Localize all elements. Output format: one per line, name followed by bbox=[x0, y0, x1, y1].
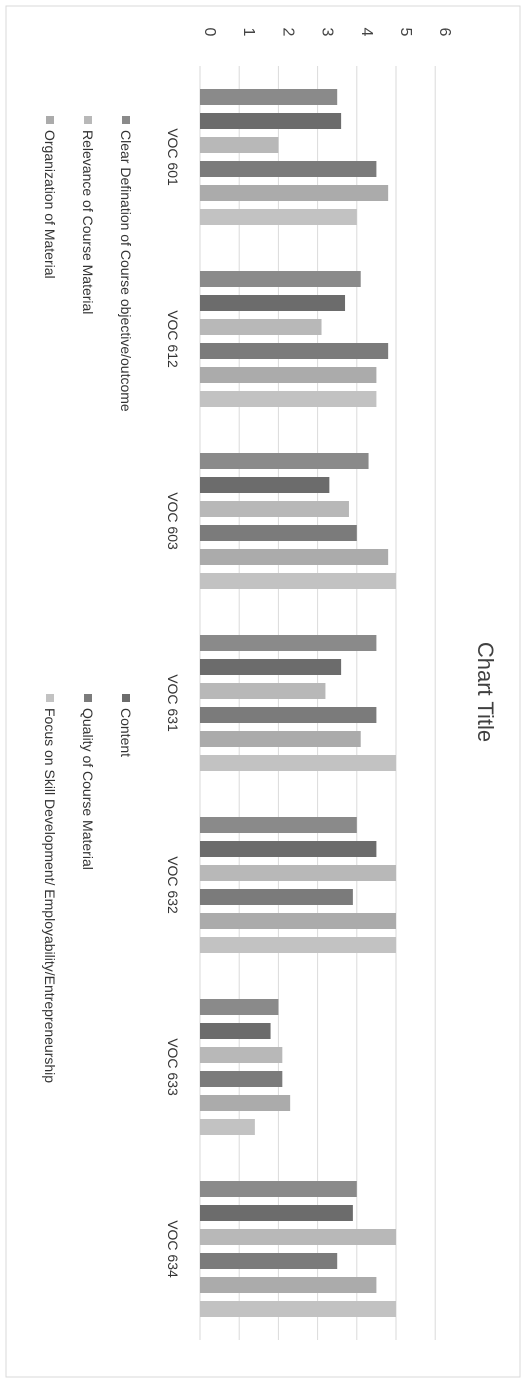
bar bbox=[200, 865, 396, 881]
bar bbox=[200, 1181, 357, 1197]
bar bbox=[200, 1277, 377, 1293]
bar bbox=[200, 525, 357, 541]
bar bbox=[200, 185, 389, 201]
bar bbox=[200, 889, 353, 905]
bar bbox=[200, 319, 322, 335]
legend-layer: Clear Defination of Course objective/out… bbox=[42, 116, 134, 1083]
bar bbox=[200, 1095, 291, 1111]
bar bbox=[200, 659, 342, 675]
bar bbox=[200, 841, 377, 857]
tick-layer: 0 1 2 3 4 5 6 bbox=[201, 28, 453, 37]
y-tick-label: 5 bbox=[397, 28, 414, 37]
bar bbox=[200, 367, 377, 383]
category-label: VOC 633 bbox=[165, 1038, 181, 1096]
bar bbox=[200, 391, 377, 407]
bar bbox=[200, 731, 361, 747]
bar bbox=[200, 999, 279, 1015]
bar bbox=[200, 707, 377, 723]
chart-title: Chart Title bbox=[473, 642, 498, 742]
bar bbox=[200, 573, 396, 589]
y-tick-label: 3 bbox=[319, 28, 336, 37]
legend-label: Focus on Skill Development/ Employabilit… bbox=[42, 708, 58, 1083]
bar bbox=[200, 1047, 283, 1063]
category-label: VOC 631 bbox=[165, 674, 181, 732]
y-tick-label: 0 bbox=[201, 28, 218, 37]
bar bbox=[200, 755, 396, 771]
bar bbox=[200, 1071, 283, 1087]
legend-swatch bbox=[84, 116, 92, 124]
bar bbox=[200, 1229, 396, 1245]
y-tick-label: 4 bbox=[358, 28, 375, 37]
category-label-layer: VOC 601 VOC 612 VOC 603 VOC 631 VOC 632 VOC 6… bbox=[165, 128, 181, 1278]
category-label: VOC 601 bbox=[165, 128, 181, 186]
bar bbox=[200, 1301, 396, 1317]
bar bbox=[200, 453, 369, 469]
bar bbox=[200, 271, 361, 287]
category-label: VOC 632 bbox=[165, 856, 181, 914]
legend-swatch bbox=[122, 694, 130, 702]
bar bbox=[200, 89, 338, 105]
y-tick-label: 1 bbox=[240, 28, 257, 37]
legend-label: Relevance of Course Material bbox=[80, 130, 96, 314]
legend-swatch bbox=[122, 116, 130, 124]
bar bbox=[200, 937, 396, 953]
legend-swatch bbox=[84, 694, 92, 702]
bar bbox=[200, 501, 349, 517]
y-tick-label: 2 bbox=[279, 28, 296, 37]
category-label: VOC 612 bbox=[165, 310, 181, 368]
bar bbox=[200, 137, 279, 153]
bar bbox=[200, 913, 396, 929]
bar bbox=[200, 343, 389, 359]
bar-layer bbox=[200, 89, 396, 1317]
bar bbox=[200, 161, 377, 177]
legend-label: Clear Defination of Course objective/out… bbox=[118, 130, 134, 412]
bar bbox=[200, 113, 342, 129]
y-tick-label: 6 bbox=[436, 28, 453, 37]
bar bbox=[200, 1253, 338, 1269]
grid-layer bbox=[199, 66, 436, 1340]
bar bbox=[200, 1023, 271, 1039]
category-label: VOC 603 bbox=[165, 492, 181, 550]
bar bbox=[200, 1119, 255, 1135]
bar bbox=[200, 477, 330, 493]
legend-label: Quality of Course Material bbox=[80, 708, 96, 870]
bar bbox=[200, 549, 389, 565]
bar bbox=[200, 635, 377, 651]
legend-label: Content bbox=[118, 708, 134, 757]
chart-border bbox=[5, 5, 521, 1378]
legend-swatch bbox=[46, 116, 54, 124]
legend-swatch bbox=[46, 694, 54, 702]
bar bbox=[200, 817, 357, 833]
bar bbox=[200, 295, 346, 311]
legend-label: Organization of Material bbox=[42, 130, 58, 279]
category-label: VOC 634 bbox=[165, 1220, 181, 1278]
bar bbox=[200, 683, 326, 699]
bar bbox=[200, 1205, 353, 1221]
bar bbox=[200, 209, 357, 225]
